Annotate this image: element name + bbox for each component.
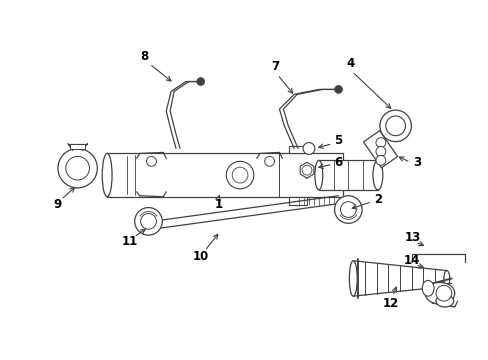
Text: 3: 3 (412, 156, 421, 169)
Bar (289, 145, 306, 153)
Circle shape (196, 78, 204, 85)
Bar (318, 160, 377, 190)
Text: 13: 13 (404, 231, 420, 244)
Text: 10: 10 (192, 250, 208, 263)
Text: 2: 2 (373, 193, 381, 206)
Text: 5: 5 (334, 134, 342, 147)
Ellipse shape (314, 160, 322, 190)
Circle shape (375, 138, 385, 148)
Circle shape (334, 85, 342, 93)
Ellipse shape (348, 261, 357, 296)
Ellipse shape (421, 280, 433, 296)
Circle shape (379, 110, 410, 141)
Text: 7: 7 (271, 60, 279, 73)
Circle shape (334, 196, 362, 223)
Circle shape (135, 208, 162, 235)
Circle shape (385, 116, 405, 136)
Circle shape (340, 202, 356, 217)
Circle shape (66, 156, 89, 180)
Ellipse shape (424, 282, 454, 304)
Text: 4: 4 (346, 57, 354, 70)
Bar (70, 144, 85, 149)
Circle shape (232, 167, 247, 183)
Circle shape (435, 285, 451, 301)
Text: 8: 8 (140, 50, 148, 63)
Text: 1: 1 (214, 198, 222, 211)
Bar (107, 153, 343, 197)
Bar (363, 131, 397, 168)
Circle shape (141, 213, 156, 229)
Ellipse shape (102, 153, 112, 197)
Circle shape (375, 156, 385, 165)
Ellipse shape (443, 271, 449, 286)
Circle shape (264, 156, 274, 166)
Circle shape (303, 143, 314, 154)
Text: 9: 9 (54, 198, 62, 211)
Text: 11: 11 (122, 235, 138, 248)
Circle shape (226, 161, 253, 189)
Circle shape (58, 148, 97, 188)
Text: 6: 6 (334, 156, 342, 169)
Circle shape (146, 156, 156, 166)
Text: 12: 12 (382, 297, 398, 310)
Ellipse shape (435, 295, 453, 307)
Circle shape (302, 165, 311, 175)
Ellipse shape (372, 160, 382, 190)
Bar (289, 197, 306, 204)
Text: 14: 14 (404, 254, 420, 267)
Circle shape (375, 147, 385, 156)
